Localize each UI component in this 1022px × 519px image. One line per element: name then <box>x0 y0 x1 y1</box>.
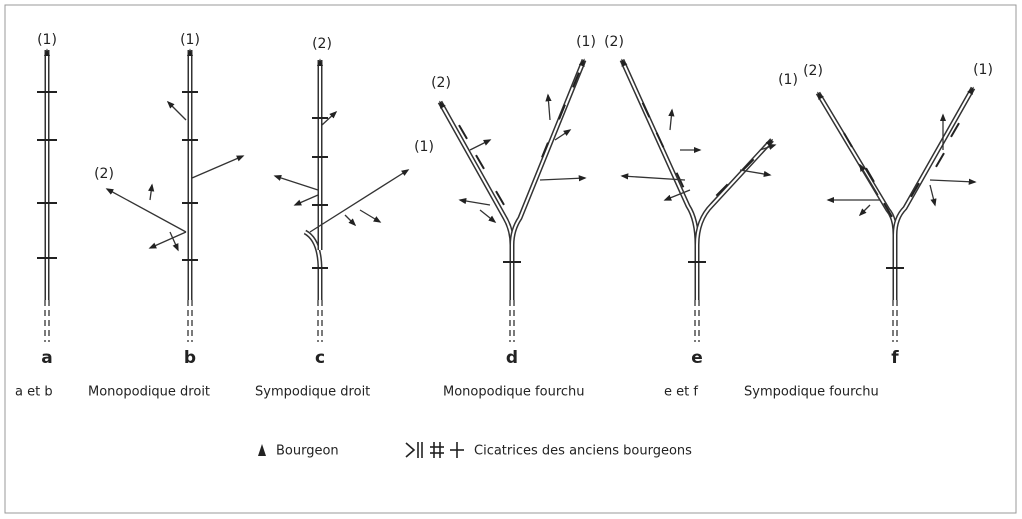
drawings <box>37 50 975 342</box>
bud <box>295 195 318 205</box>
stem <box>697 140 772 245</box>
bud <box>168 102 186 120</box>
caption: Monopodique droit <box>88 385 210 400</box>
legend-label: Bourgeon <box>276 444 339 459</box>
bud <box>150 185 152 200</box>
branch <box>107 189 186 232</box>
bud <box>860 165 878 195</box>
diagram-letter: d <box>506 348 518 368</box>
bud <box>930 180 975 182</box>
bud <box>548 95 550 120</box>
bud <box>930 185 935 205</box>
legend-label: Cicatrices des anciens bourgeons <box>474 444 692 459</box>
bud <box>150 232 186 248</box>
bud <box>345 215 355 225</box>
branch-label: (1) <box>37 32 57 48</box>
bud <box>275 176 318 190</box>
figure: (1) (1) (2) (2) (1) (2) (1) (2) (1) (2) … <box>0 0 1022 519</box>
branch-label: (2) <box>803 63 823 79</box>
branch-label: (1) <box>576 34 596 50</box>
bud <box>670 110 672 130</box>
scar-symbols <box>406 442 464 458</box>
caption: Monopodique fourchu <box>443 385 585 400</box>
stem <box>818 93 895 300</box>
bud <box>360 210 380 222</box>
caption: e et f <box>664 385 698 400</box>
diagram-letter: b <box>184 348 196 368</box>
diagram-letter: e <box>691 348 703 368</box>
bud <box>860 205 870 215</box>
branch-label: (1) <box>180 32 200 48</box>
branch-label: (2) <box>312 36 332 52</box>
branch-label: (2) <box>94 166 114 182</box>
caption: Sympodique fourchu <box>744 385 879 400</box>
branch-label: (1) <box>414 139 434 155</box>
bud-symbol <box>258 444 266 456</box>
bud <box>540 178 585 180</box>
branch-label: (2) <box>431 75 451 91</box>
branch-label: (1) <box>778 72 798 88</box>
diagram-letter: a <box>41 348 52 368</box>
branch-label: (2) <box>604 34 624 50</box>
stem-tip <box>818 93 895 300</box>
branch-label: (1) <box>973 62 993 78</box>
bud <box>170 232 178 250</box>
bud <box>480 210 495 222</box>
bud <box>460 200 490 205</box>
bud <box>192 156 243 178</box>
branch <box>310 170 408 232</box>
caption: Sympodique droit <box>255 385 370 400</box>
diagram-letter: f <box>891 348 899 368</box>
stem <box>818 93 895 300</box>
bud <box>470 140 490 150</box>
caption: a et b <box>15 385 53 400</box>
diagram-letter: c <box>315 348 325 368</box>
stem <box>622 60 697 300</box>
stem <box>622 60 697 300</box>
stem-tip <box>622 60 697 300</box>
